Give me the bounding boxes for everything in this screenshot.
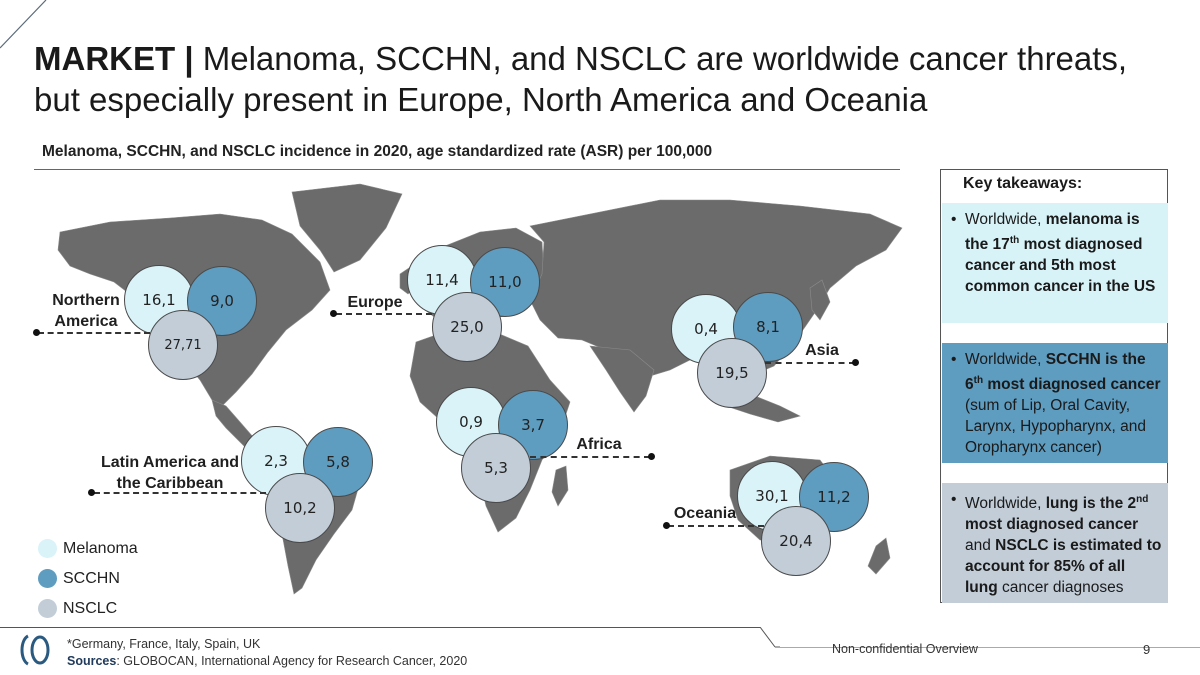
takeaway-bold: most diagnosed cancer: [983, 376, 1161, 394]
takeaway-text: cancer diagnoses: [997, 579, 1124, 597]
bubble-scchn-oceania: 11,2: [799, 462, 869, 532]
subtitle-divider: [34, 169, 900, 170]
takeaway-bold: most diagnosed cancer and 5th most commo…: [965, 236, 1156, 296]
sources-note: Sources: GLOBOCAN, International Agency …: [67, 654, 467, 668]
bubble-nsclc-north-america: 27,71: [148, 310, 218, 380]
region-label-line1: Northern: [52, 292, 120, 309]
region-label-latin-america: Latin America and the Caribbean: [98, 452, 242, 494]
sources-text: : GLOBOCAN, International Agency for Res…: [116, 654, 468, 668]
leader-dot-latin-america: [88, 489, 95, 496]
title-text: Melanoma, SCCHN, and NSCLC are worldwide…: [34, 40, 1128, 118]
bubble-nsclc-asia: 19,5: [697, 338, 767, 408]
leader-dot-asia: [852, 359, 859, 366]
takeaway-sup: nd: [1136, 494, 1149, 505]
legend-swatch-scchn: [38, 569, 57, 588]
leader-asia: [765, 362, 855, 364]
footnote: *Germany, France, Italy, Spain, UK: [67, 637, 261, 651]
region-label-north-america: Northern America: [48, 290, 124, 332]
map-japan: [809, 279, 831, 321]
takeaway-nsclc: Worldwide, lung is the 2nd most diagnose…: [942, 483, 1168, 603]
region-label-line1: Latin America and: [100, 454, 240, 471]
map-greenland: [291, 183, 403, 273]
takeaway-bold: NSCLC is estimated to account for 85% of…: [965, 537, 1162, 597]
sources-label: Sources: [67, 654, 117, 668]
leader-latin-america: [94, 492, 266, 494]
takeaway-bold: SCCHN is the 6: [965, 351, 1146, 394]
leader-europe: [336, 313, 432, 315]
legend-label-nsclc: NSCLC: [63, 599, 118, 617]
confidentiality-label: Non-confidential Overview: [832, 642, 978, 656]
takeaway-text: (sum of Lip, Oral Cavity, Larynx, Hypoph…: [965, 397, 1146, 457]
page-title: MARKET | Melanoma, SCCHN, and NSCLC are …: [34, 38, 1174, 120]
footer-divider: [0, 627, 760, 628]
region-label-oceania: Oceania: [673, 505, 737, 522]
legend-nsclc: NSCLC: [38, 599, 117, 618]
takeaway-sup: th: [1009, 235, 1020, 246]
company-logo-icon: [20, 634, 50, 666]
region-label-asia: Asia: [805, 342, 839, 359]
legend-label-scchn: SCCHN: [63, 569, 120, 587]
takeaway-bold: melanoma is the 17: [965, 211, 1140, 254]
takeaway-bold: lung is the 2: [1045, 495, 1137, 513]
bubble-nsclc-oceania: 20,4: [761, 506, 831, 576]
leader-dot-north-america: [33, 329, 40, 336]
map-india: [589, 345, 655, 413]
leader-north-america: [38, 332, 150, 334]
takeaway-sup: th: [973, 375, 984, 386]
legend-swatch-nsclc: [38, 599, 57, 618]
leader-oceania: [668, 525, 764, 527]
bubble-nsclc-europe: 25,0: [432, 292, 502, 362]
takeaway-bold: most diagnosed cancer: [965, 516, 1139, 534]
takeaway-text: Worldwide,: [965, 211, 1046, 228]
leader-dot-europe: [330, 310, 337, 317]
takeaway-text: Worldwide,: [965, 351, 1046, 368]
page-number: 9: [1143, 642, 1151, 657]
region-label-line2: the Caribbean: [116, 475, 224, 492]
region-label-line2: America: [54, 313, 118, 330]
takeaway-scchn: Worldwide, SCCHN is the 6th most diagnos…: [942, 343, 1168, 463]
map-madagascar: [551, 465, 569, 507]
key-takeaways-title: Key takeaways:: [963, 175, 1083, 192]
legend-label-melanoma: Melanoma: [63, 539, 138, 557]
leader-africa: [530, 456, 650, 458]
takeaway-text: and: [965, 537, 996, 555]
leader-dot-oceania: [663, 522, 670, 529]
legend-swatch-melanoma: [38, 539, 57, 558]
title-prefix: MARKET |: [34, 40, 194, 77]
bubble-nsclc-africa: 5,3: [461, 433, 531, 503]
takeaway-melanoma: Worldwide, melanoma is the 17th most dia…: [942, 203, 1168, 323]
corner-decoration: [0, 0, 47, 49]
leader-dot-africa: [648, 453, 655, 460]
region-label-africa: Africa: [576, 436, 622, 453]
takeaway-text: Worldwide,: [965, 495, 1046, 513]
legend-melanoma: Melanoma: [38, 539, 138, 558]
bubble-nsclc-latin-america: 10,2: [265, 473, 335, 543]
chart-subtitle: Melanoma, SCCHN, and NSCLC incidence in …: [42, 143, 713, 160]
legend-scchn: SCCHN: [38, 569, 120, 588]
region-label-europe: Europe: [347, 294, 403, 311]
map-new-zealand: [867, 537, 891, 575]
